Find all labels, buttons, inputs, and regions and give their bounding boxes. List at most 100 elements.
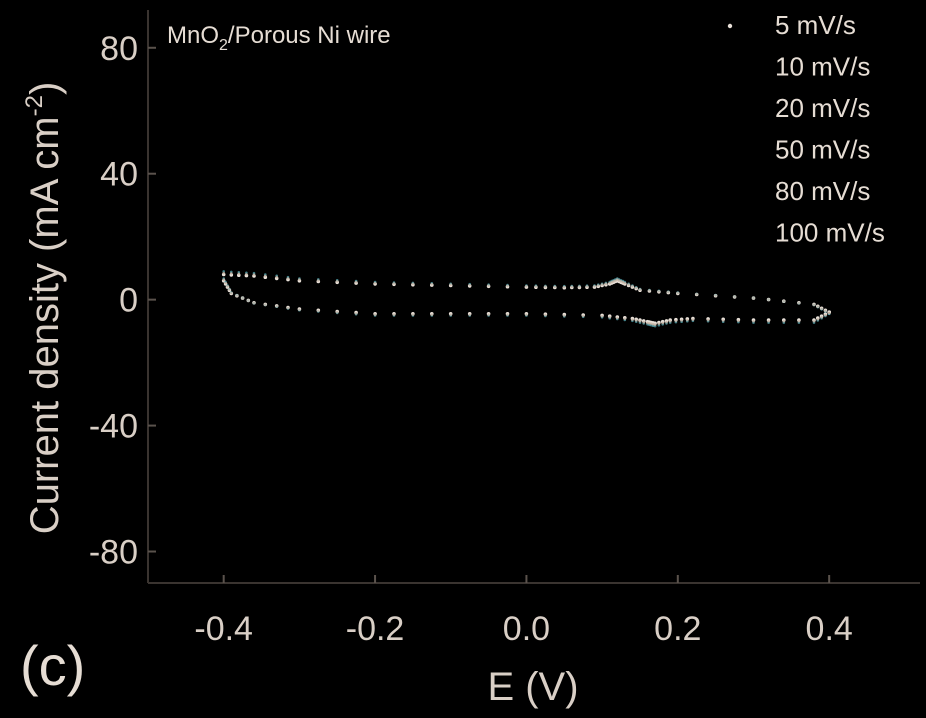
data-point — [634, 319, 638, 322]
data-point — [335, 310, 339, 314]
data-point — [608, 315, 611, 319]
data-point — [827, 311, 831, 315]
data-point — [553, 285, 557, 289]
data-point — [252, 301, 256, 305]
legend-label: 50 mV/s — [775, 135, 870, 165]
panel-label: (c) — [20, 634, 85, 697]
data-point — [264, 274, 267, 278]
data-point — [411, 282, 415, 286]
data-point — [691, 318, 695, 322]
data-point — [241, 296, 244, 300]
data-point — [228, 288, 231, 291]
data-point — [634, 286, 638, 290]
data-point — [392, 282, 396, 285]
data-point — [222, 271, 225, 275]
data-point — [661, 321, 664, 325]
x-tick-label: -0.4 — [194, 610, 253, 648]
data-point — [797, 320, 801, 323]
data-point — [487, 284, 490, 287]
x-tick-label: 0.2 — [654, 610, 701, 648]
data-point — [695, 292, 698, 296]
y-tick-label: 80 — [100, 30, 138, 68]
data-point — [468, 283, 472, 287]
data-point — [298, 308, 301, 312]
data-point — [449, 313, 453, 317]
data-point — [597, 284, 600, 287]
series-2 — [222, 271, 831, 327]
data-point — [782, 300, 786, 303]
y-tick-label: -40 — [89, 408, 138, 446]
data-point — [824, 313, 827, 317]
data-point — [544, 313, 547, 317]
data-point — [245, 272, 248, 276]
data-point — [642, 320, 645, 324]
data-point — [600, 315, 604, 318]
data-point — [247, 299, 250, 302]
data-point — [623, 281, 627, 285]
data-point — [563, 285, 566, 289]
data-point — [468, 313, 472, 317]
data-point — [737, 319, 740, 323]
data-point — [593, 285, 596, 288]
data-point — [638, 320, 642, 323]
data-point — [706, 318, 710, 322]
data-point — [812, 320, 816, 323]
data-point — [487, 313, 490, 317]
data-point — [680, 319, 683, 322]
y-tick-label: -80 — [89, 534, 138, 572]
data-point — [674, 319, 678, 323]
data-point — [648, 289, 651, 292]
data-point — [275, 305, 279, 308]
data-point — [226, 285, 229, 288]
legend-marker — [727, 23, 733, 29]
y-tick-label: 40 — [100, 156, 138, 194]
data-point — [373, 281, 377, 285]
sample-annotation: MnO2/Porous Ni wire — [167, 22, 391, 54]
data-point — [286, 277, 290, 280]
data-point — [506, 313, 509, 317]
data-point — [354, 312, 358, 315]
data-point — [733, 295, 736, 299]
data-point — [816, 305, 820, 309]
data-point — [631, 318, 634, 322]
data-point — [430, 282, 434, 286]
data-point — [816, 318, 820, 321]
data-point — [252, 273, 256, 276]
plot-area — [221, 270, 831, 328]
data-point — [317, 309, 320, 313]
data-point — [317, 279, 320, 282]
data-point — [686, 318, 689, 322]
data-point — [752, 296, 755, 300]
data-point — [275, 275, 279, 279]
data-point — [230, 272, 233, 275]
legend-label: 10 mV/s — [775, 52, 870, 82]
x-tick-label: 0.4 — [806, 610, 853, 648]
data-point — [585, 285, 589, 288]
data-point — [797, 301, 801, 305]
data-point — [714, 294, 717, 297]
data-point — [264, 303, 267, 307]
data-point — [286, 306, 290, 310]
x-tick-label: 0.0 — [503, 610, 550, 648]
axes: -0.4 -0.2 0.0 0.2 0.4 80 40 0 -40 -80 — [89, 10, 920, 648]
data-point — [224, 281, 227, 285]
data-point — [570, 285, 574, 289]
data-point — [638, 288, 642, 291]
data-point — [544, 285, 547, 288]
data-point — [627, 283, 630, 286]
data-point — [721, 319, 725, 322]
data-point — [604, 282, 608, 286]
data-point — [631, 285, 634, 288]
data-point — [767, 320, 770, 323]
x-tick-label: -0.2 — [346, 610, 405, 648]
data-point — [392, 313, 396, 317]
x-axis-title: E (V) — [487, 665, 578, 709]
data-point — [222, 278, 225, 281]
data-point — [525, 285, 528, 288]
data-point — [578, 285, 581, 288]
data-point — [335, 280, 339, 283]
legend-label: 20 mV/s — [775, 93, 870, 123]
legend: 5 mV/s 10 mV/s 20 mV/s 50 mV/s 80 mV/s 100 mV… — [727, 10, 885, 248]
y-tick-label: 0 — [119, 282, 138, 320]
